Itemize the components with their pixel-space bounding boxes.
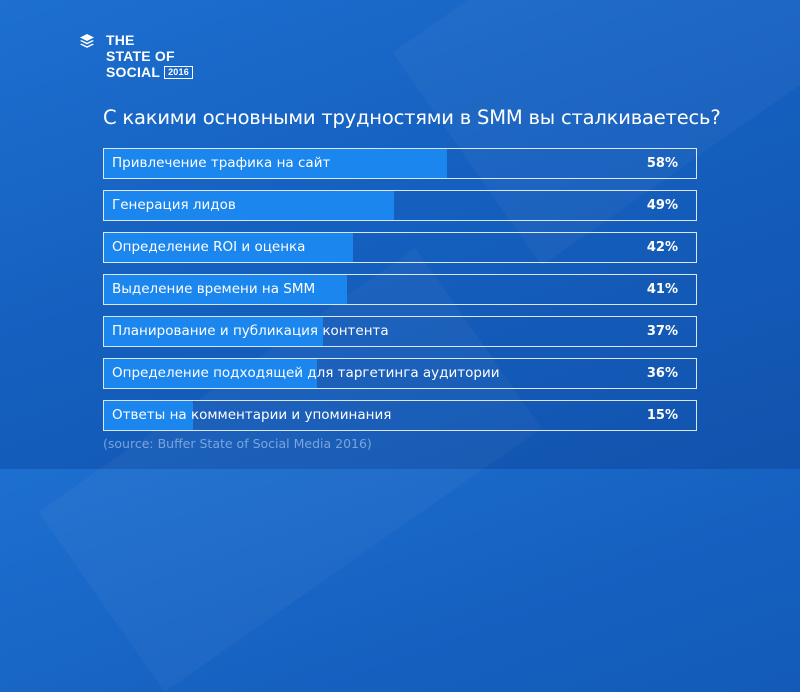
buffer-stack-icon	[80, 34, 94, 48]
brand-line-1: THE	[106, 32, 135, 48]
bar-value-label: 41%	[646, 282, 678, 297]
bar-row: Ответы на комментарии и упоминания 15%	[103, 400, 697, 431]
bar	[104, 191, 395, 220]
bar-category-label: Планирование и публикация контента	[112, 323, 389, 339]
brand-year-badge: 2016	[164, 65, 193, 79]
bar-category-label: Генерация лидов	[112, 197, 236, 213]
bar-row: Определение подходящей для таргетинга ау…	[103, 358, 697, 389]
bar-category-label: Ответы на комментарии и упоминания	[112, 407, 392, 423]
bar-row: Привлечение трафика на сайт 58%	[103, 148, 697, 179]
bar-chart: Привлечение трафика на сайт 58% Генерация …	[103, 148, 697, 442]
bar	[104, 275, 347, 304]
chart-title: С какими основными трудностями в SMM вы …	[103, 106, 721, 129]
bar-value-label: 37%	[646, 324, 678, 339]
bar-category-label: Определение ROI и оценка	[112, 239, 306, 255]
bar-value-label: 58%	[646, 156, 678, 171]
bar-category-label: Определение подходящей для таргетинга ау…	[112, 365, 500, 381]
bar-value-label: 42%	[646, 240, 678, 255]
bar	[104, 317, 324, 346]
bar-row: Выделение времени на SMM 41%	[103, 274, 697, 305]
bar-row: Генерация лидов 49%	[103, 190, 697, 221]
brand-line-3: SOCIAL	[106, 64, 161, 80]
brand-wordmark: THE STATE OF SOCIAL 2016	[106, 32, 193, 80]
bar	[104, 359, 318, 388]
bar-category-label: Выделение времени на SMM	[112, 281, 316, 297]
bar-row: Планирование и публикация контента 37%	[103, 316, 697, 347]
bar-category-label: Привлечение трафика на сайт	[112, 155, 331, 171]
bar-value-label: 15%	[646, 408, 678, 423]
brand-line-2: STATE OF	[106, 48, 175, 64]
source-note: (source: Buffer State of Social Media 20…	[103, 436, 372, 451]
bar-row: Определение ROI и оценка 42%	[103, 232, 697, 263]
brand-logo: THE STATE OF SOCIAL 2016	[80, 32, 193, 80]
bar	[104, 149, 448, 178]
bar	[104, 233, 353, 262]
bar	[104, 401, 193, 430]
bar-value-label: 36%	[646, 366, 678, 381]
bar-value-label: 49%	[646, 198, 678, 213]
